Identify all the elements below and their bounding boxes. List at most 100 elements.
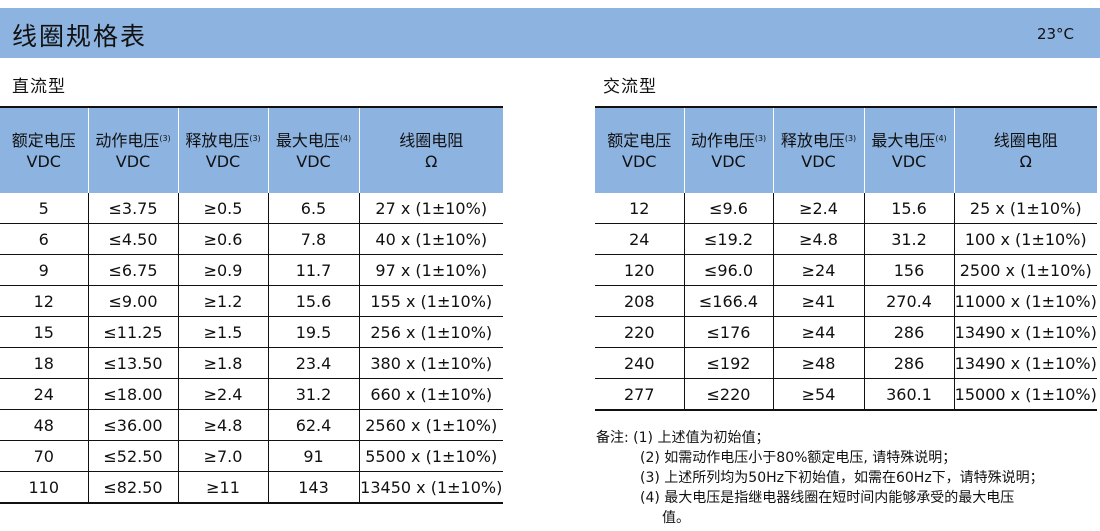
table-cell: 15000 x (1±10%)	[953, 378, 1097, 411]
table-row: 12 ≤9.6 ≥2.4 15.6 25 x (1±10%)	[595, 193, 1097, 224]
table-cell: ≥1.5	[177, 316, 269, 348]
column-header-name: 线圈电阻	[993, 130, 1058, 150]
column-header-unit: VDC	[205, 151, 241, 171]
column-header-name: 最大电压	[275, 130, 340, 150]
table-cell: 24	[0, 378, 89, 410]
table-cell: 360.1	[863, 378, 955, 411]
column-header-note: (4)	[339, 133, 352, 143]
table-cell: ≤192	[683, 347, 774, 379]
table-cell: ≥1.2	[177, 285, 269, 317]
table-row: 6 ≤4.50 ≥0.6 7.8 40 x (1±10%)	[0, 223, 503, 255]
table-cell: 120	[595, 254, 685, 286]
column-header: 最大电压(4) VDC	[864, 107, 955, 193]
note-continuation: 值。	[662, 510, 690, 526]
column-header: 额定电压 VDC	[0, 107, 89, 193]
table-row: 240 ≤192 ≥48 286 13490 x (1±10%)	[595, 347, 1097, 379]
table-cell: 12	[595, 193, 685, 224]
ac-coil-table: 额定电压 VDC 动作电压(3) VDC 释放电压(3) VDC 最大电压(4) VDC 线圈电…	[595, 106, 1097, 411]
table-cell: ≤13.50	[87, 347, 179, 379]
table-cell: ≥11	[177, 471, 269, 504]
table-cell: ≤4.50	[87, 223, 179, 255]
table-cell: ≥0.9	[177, 254, 269, 286]
table-row: 5 ≤3.75 ≥0.5 6.5 27 x (1±10%)	[0, 193, 503, 224]
table-cell: 25 x (1±10%)	[953, 193, 1097, 224]
page-title: 线圈规格表	[12, 22, 148, 51]
table-cell: ≤11.25	[87, 316, 179, 348]
column-header: 释放电压(3) VDC	[773, 107, 865, 193]
table-cell: 277	[595, 378, 685, 411]
table-cell: 15.6	[267, 285, 360, 317]
notes-label: 备注:	[596, 430, 629, 446]
table-cell: ≤18.00	[87, 378, 179, 410]
column-header-name: 动作电压	[690, 130, 755, 150]
column-header-note: (3)	[754, 133, 767, 143]
table-cell: 9	[0, 254, 89, 286]
table-row: 24 ≤19.2 ≥4.8 31.2 100 x (1±10%)	[595, 223, 1097, 255]
table-cell: 24	[595, 223, 685, 255]
table-cell: 11.7	[267, 254, 360, 286]
table-cell: ≤96.0	[683, 254, 774, 286]
table-cell: ≥48	[772, 347, 865, 379]
table-cell: ≥24	[772, 254, 865, 286]
table-row: 120 ≤96.0 ≥24 156 2500 x (1±10%)	[595, 254, 1097, 286]
column-header: 额定电压 VDC	[595, 107, 685, 193]
column-header-note: (3)	[159, 133, 171, 143]
table-cell: 7.8	[267, 223, 360, 255]
table-cell: 5	[0, 193, 89, 224]
dc-table-body: 5 ≤3.75 ≥0.5 6.5 27 x (1±10%) 6 ≤4.50 ≥0.6 7.8 40…	[0, 193, 503, 504]
table-cell: ≤3.75	[87, 193, 179, 224]
table-cell: 70	[0, 440, 89, 472]
table-cell: 6.5	[267, 193, 360, 224]
ac-table-body: 12 ≤9.6 ≥2.4 15.6 25 x (1±10%) 24 ≤19.2 ≥4.8 31.…	[595, 193, 1097, 411]
column-header-unit: Ω	[1019, 151, 1032, 171]
table-cell: 660 x (1±10%)	[358, 378, 503, 410]
column-header: 线圈电阻 Ω	[359, 107, 503, 193]
table-cell: 2560 x (1±10%)	[358, 409, 503, 441]
column-header-unit: VDC	[296, 151, 331, 171]
column-header: 最大电压(4) VDC	[268, 107, 360, 193]
table-cell: 91	[267, 440, 360, 472]
table-row: 277 ≤220 ≥54 360.1 15000 x (1±10%)	[595, 378, 1097, 411]
table-cell: 6	[0, 223, 89, 255]
table-cell: ≥41	[772, 285, 865, 317]
table-cell: 5500 x (1±10%)	[358, 440, 503, 472]
table-row: 48 ≤36.00 ≥4.8 62.4 2560 x (1±10%)	[0, 409, 503, 441]
column-header: 动作电压(3) VDC	[684, 107, 774, 193]
temperature-label: 23°C	[1036, 25, 1074, 43]
table-row: 208 ≤166.4 ≥41 270.4 11000 x (1±10%)	[595, 285, 1097, 317]
table-cell: 155 x (1±10%)	[358, 285, 503, 317]
column-header-unit: VDC	[115, 151, 151, 171]
column-header-note: (3)	[844, 133, 857, 143]
table-cell: 31.2	[863, 223, 955, 255]
table-cell: 286	[863, 316, 955, 348]
table-row: 70 ≤52.50 ≥7.0 91 5500 x (1±10%)	[0, 440, 503, 472]
table-cell: ≤36.00	[87, 409, 179, 441]
table-cell: 15	[0, 316, 89, 348]
table-cell: 100 x (1±10%)	[953, 223, 1097, 255]
note-item: (2) 如需动作电压小于80%额定电压, 请特殊说明；	[640, 450, 957, 466]
column-header: 线圈电阻 Ω	[954, 107, 1097, 193]
dc-coil-table: 额定电压 VDC 动作电压(3) VDC 释放电压(3) VDC 最大电压(4) VDC 线圈电…	[0, 106, 503, 504]
table-cell: 220	[595, 316, 685, 348]
table-cell: ≥7.0	[177, 440, 269, 472]
table-cell: 2500 x (1±10%)	[953, 254, 1097, 286]
table-cell: 13490 x (1±10%)	[953, 316, 1097, 348]
table-cell: 31.2	[267, 378, 360, 410]
table-cell: 27 x (1±10%)	[358, 193, 503, 224]
table-cell: ≤9.6	[683, 193, 774, 224]
table-cell: 40 x (1±10%)	[358, 223, 503, 255]
column-header-note: (4)	[935, 133, 947, 143]
table-row: 110 ≤82.50 ≥11 143 13450 x (1±10%)	[0, 471, 503, 504]
column-header-unit: VDC	[711, 151, 746, 171]
table-cell: ≤166.4	[683, 285, 774, 317]
table-cell: 110	[0, 471, 89, 504]
table-cell: ≥2.4	[177, 378, 269, 410]
table-cell: 380 x (1±10%)	[358, 347, 503, 379]
column-header-name: 线圈电阻	[399, 130, 464, 150]
column-header-name: 动作电压	[95, 130, 160, 150]
table-cell: 12	[0, 285, 89, 317]
table-cell: 240	[595, 347, 685, 379]
table-cell: ≤82.50	[87, 471, 179, 504]
table-cell: ≤19.2	[683, 223, 774, 255]
table-row: 24 ≤18.00 ≥2.4 31.2 660 x (1±10%)	[0, 378, 503, 410]
